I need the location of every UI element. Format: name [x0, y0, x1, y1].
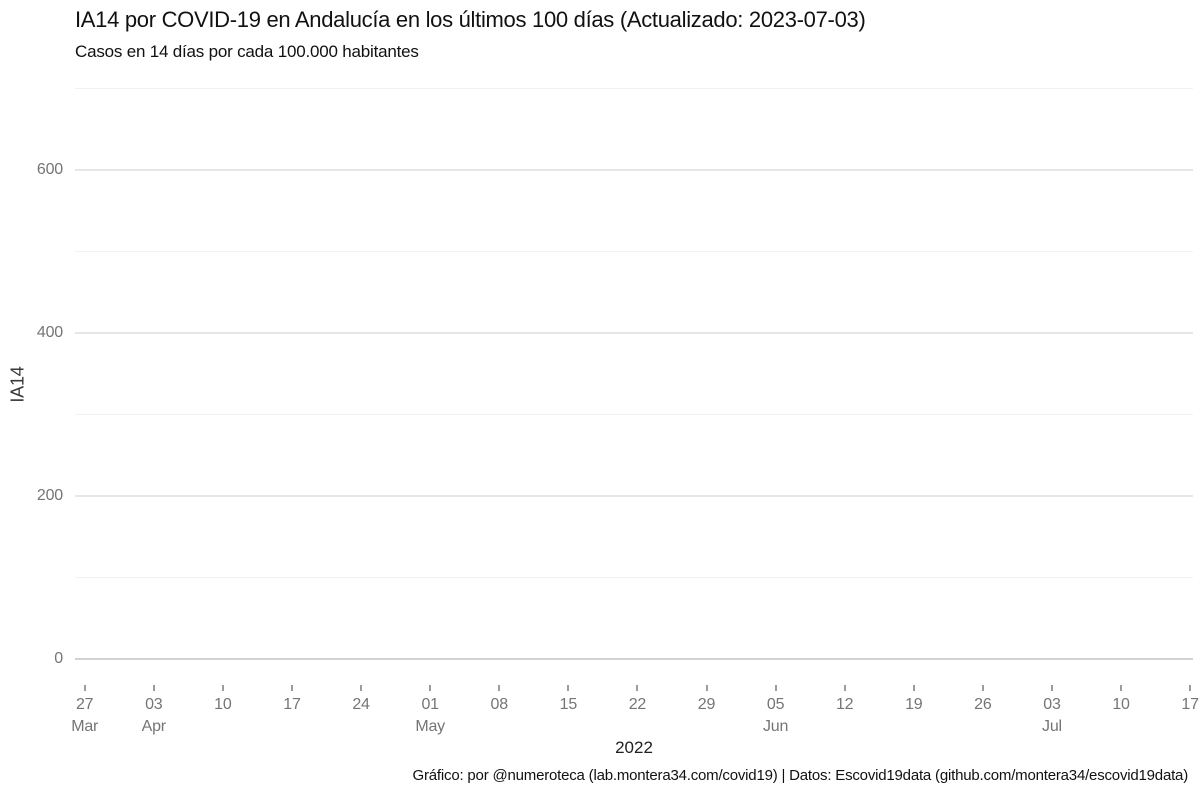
x-tick-month-label: Apr: [141, 718, 167, 735]
x-tick-day-label: 15: [559, 696, 578, 713]
x-tick-day-label: 17: [283, 696, 301, 713]
x-tick-mark: [981, 685, 984, 691]
credit-line: Gráfico: por @numeroteca (lab.montera34.…: [412, 767, 1189, 784]
y-tick-label: 600: [36, 160, 63, 178]
x-tick-day-label: 24: [352, 696, 370, 713]
x-tick-day-label: 22: [628, 696, 647, 713]
x-tick-day-label: 19: [905, 696, 923, 713]
x-tick-day-label: 10: [1112, 696, 1130, 713]
x-tick-day-label: 10: [214, 696, 232, 713]
y-gridline-minor: [75, 413, 1193, 415]
y-gridline-minor: [75, 250, 1193, 252]
x-tick-mark: [705, 685, 708, 691]
y-axis-title: IA14: [7, 366, 28, 403]
x-tick-day-label: 17: [1181, 696, 1199, 713]
x-tick-month-label: May: [415, 718, 445, 735]
x-tick-mark: [774, 685, 777, 691]
x-tick-month-label: Jul: [1042, 718, 1062, 735]
x-tick-month-label: Mar: [71, 718, 99, 735]
x-tick-day-label: 01: [421, 696, 439, 713]
x-tick-mark: [1050, 685, 1053, 691]
x-tick-mark: [221, 685, 224, 691]
y-gridline-major: [75, 331, 1193, 334]
y-tick-label: 0: [54, 650, 63, 667]
x-axis-title: 2022: [615, 738, 653, 757]
x-tick-mark: [498, 685, 501, 691]
x-tick-mark: [567, 685, 570, 691]
x-tick-mark: [83, 685, 86, 691]
x-tick-day-label: 12: [835, 696, 854, 713]
y-gridline-minor: [75, 87, 1193, 89]
x-tick-mark: [843, 685, 846, 691]
x-tick-day-label: 08: [490, 696, 509, 713]
x-tick-day-label: 03: [145, 696, 163, 713]
x-tick-day-label: 03: [1043, 696, 1061, 713]
x-tick-day-label: 05: [766, 696, 785, 713]
chart-title: IA14 por COVID-19 en Andalucía en los úl…: [75, 7, 866, 32]
x-tick-day-label: 26: [974, 696, 992, 713]
x-axis-zero-line: [75, 658, 1193, 660]
chart-subtitle: Casos en 14 días por cada 100.000 habita…: [75, 42, 419, 61]
y-tick-label: 400: [36, 323, 63, 341]
y-gridline-major: [75, 494, 1193, 497]
x-tick-mark: [360, 685, 363, 691]
x-tick-month-label: Jun: [762, 718, 789, 735]
x-tick-mark: [290, 685, 293, 691]
x-tick-day-label: 27: [75, 696, 94, 713]
x-tick-mark: [429, 685, 432, 691]
y-gridline-major: [75, 168, 1193, 171]
y-gridline-minor: [75, 576, 1193, 578]
x-tick-day-label: 29: [697, 696, 716, 713]
x-tick-mark: [1189, 685, 1192, 691]
x-tick-mark: [912, 685, 915, 691]
y-tick-label: 200: [36, 486, 63, 504]
x-tick-mark: [636, 685, 639, 691]
x-tick-mark: [1120, 685, 1123, 691]
x-tick-mark: [152, 685, 155, 691]
